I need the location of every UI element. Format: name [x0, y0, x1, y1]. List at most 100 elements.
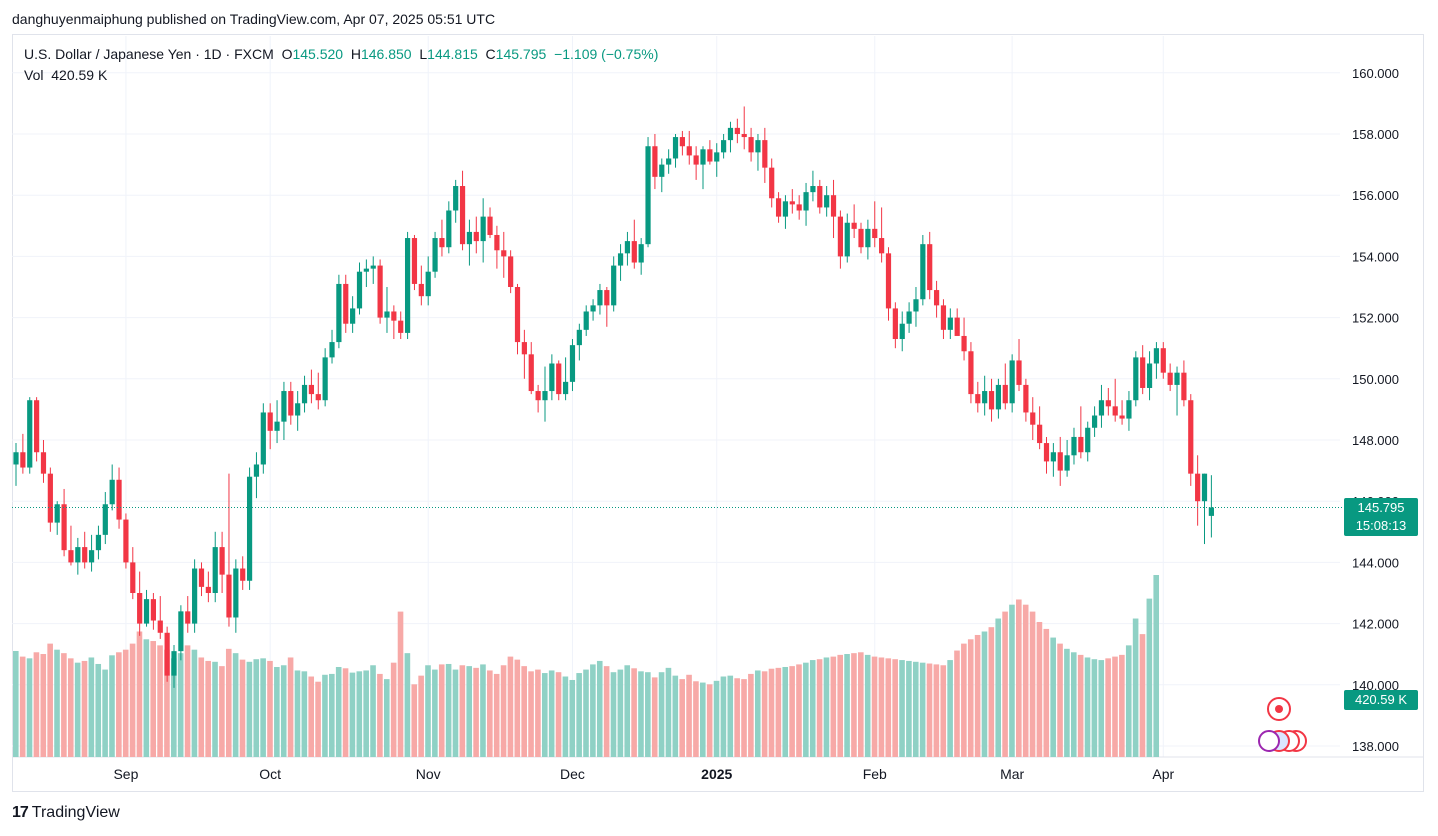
last-price-tag: 145.795 15:08:13: [1344, 498, 1418, 536]
candle-body: [1112, 406, 1118, 416]
candle-body: [549, 363, 555, 392]
volume-bar: [603, 666, 610, 757]
candle-body: [975, 394, 981, 404]
candle-body: [617, 253, 624, 266]
candle-body: [1208, 507, 1214, 516]
candle-body: [576, 329, 582, 346]
volume-bar: [205, 660, 211, 757]
candle-body: [466, 231, 473, 245]
candle-body: [315, 394, 321, 401]
y-tick-label: 160.000: [1352, 66, 1399, 81]
volume-bar: [88, 657, 95, 757]
volume-bar: [136, 631, 143, 757]
candle-body: [267, 412, 273, 431]
candle-body: [102, 504, 108, 535]
volume-bar: [500, 665, 507, 757]
candle-body: [769, 167, 775, 199]
change-value: −1.109 (−0.75%): [554, 46, 659, 62]
candle-body: [260, 412, 266, 465]
volume-bar: [411, 684, 418, 757]
ohlc-legend: U.S. Dollar / Japanese Yen · 1D · FXCM O…: [24, 46, 658, 62]
volume-bar: [892, 659, 898, 757]
volume-bar: [679, 679, 685, 757]
volume-bar: [239, 659, 246, 757]
volume-bar: [143, 639, 150, 757]
candle-body: [1043, 443, 1050, 462]
high-value: 146.850: [360, 46, 412, 62]
volume-bar: [734, 678, 740, 757]
symbol-label: U.S. Dollar / Japanese Yen · 1D · FXCM: [24, 46, 274, 62]
candle-body: [1146, 363, 1153, 388]
volume-bar: [1125, 645, 1132, 757]
candle-body: [1133, 357, 1139, 401]
candle-body: [611, 265, 617, 306]
volume-label: Vol: [24, 67, 44, 83]
volume-bar: [686, 674, 692, 757]
candle-body: [150, 599, 156, 621]
candle-body: [301, 384, 308, 404]
candle-body: [851, 222, 857, 229]
volume-bar: [741, 679, 747, 757]
candle-body: [666, 158, 672, 165]
volume-bar: [198, 657, 205, 757]
candle-body: [879, 238, 885, 254]
x-tick-label: Apr: [1152, 766, 1174, 782]
candle-body: [762, 140, 768, 168]
volume-bar: [1139, 634, 1146, 757]
y-tick-label: 142.000: [1352, 617, 1399, 632]
candle-body: [1201, 473, 1208, 502]
candle-body: [714, 152, 720, 162]
volume-bar: [315, 681, 321, 757]
candle-body: [1119, 415, 1125, 419]
candle-body: [1023, 384, 1029, 413]
candle-body: [590, 305, 596, 312]
volume-bar: [803, 662, 809, 757]
volume-bar: [287, 657, 294, 757]
volume-bar: [1091, 659, 1098, 757]
candle-body: [61, 504, 67, 551]
volume-bar: [425, 665, 431, 757]
volume-bar: [535, 669, 541, 757]
x-tick-label: Feb: [863, 766, 887, 782]
volume-bar: [974, 634, 981, 757]
volume-bar: [528, 671, 534, 757]
candle-body: [892, 308, 898, 340]
chart-frame[interactable]: [12, 34, 1424, 792]
x-tick-label: Sep: [113, 766, 138, 782]
candle-body: [1105, 400, 1111, 407]
volume-bar: [569, 679, 576, 757]
candle-body: [1064, 455, 1070, 471]
volume-bar: [665, 667, 672, 757]
candle-body: [109, 479, 115, 505]
tradingview-logo-mark: 17: [12, 804, 29, 821]
volume-bar: [590, 664, 596, 757]
volume-bar: [280, 665, 287, 757]
candle-body: [171, 651, 177, 676]
volume-bar: [541, 673, 548, 757]
volume-bar: [1119, 654, 1125, 757]
volume-bar: [796, 664, 802, 757]
candle-body: [411, 238, 418, 284]
volume-bar: [1112, 656, 1118, 757]
volume-bar: [858, 652, 864, 757]
volume-bar: [961, 643, 967, 757]
x-tick-label: Mar: [1000, 766, 1024, 782]
candle-body: [446, 210, 452, 248]
volume-bar: [562, 676, 569, 757]
candle-body: [1188, 400, 1194, 474]
publisher-caption: danghuyenmaiphung published on TradingVi…: [12, 11, 496, 27]
volume-bar: [335, 666, 342, 757]
close-value: 145.795: [495, 46, 547, 62]
x-tick-label: Dec: [560, 766, 585, 782]
volume-bar: [1029, 611, 1036, 757]
candle-body: [569, 345, 576, 382]
candle-body: [391, 311, 397, 321]
tradingview-logo[interactable]: 17 TradingView: [12, 804, 120, 822]
volume-bar: [253, 659, 260, 757]
candle-body: [336, 283, 342, 343]
candle-body: [940, 305, 947, 330]
volume-bar: [493, 673, 500, 757]
volume-bar: [782, 666, 789, 757]
volume-bar: [1105, 658, 1111, 757]
